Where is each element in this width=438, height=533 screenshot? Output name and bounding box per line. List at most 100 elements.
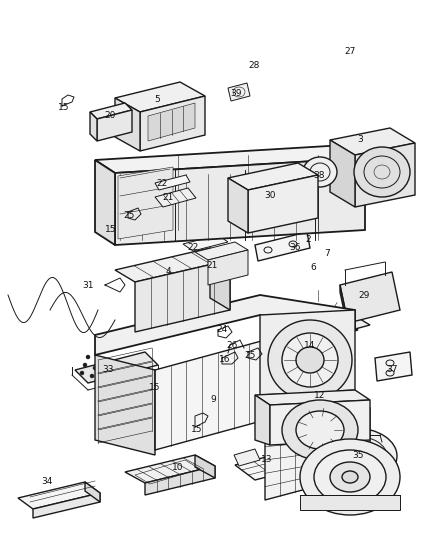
Polygon shape <box>300 495 400 510</box>
Polygon shape <box>210 248 230 310</box>
Polygon shape <box>265 400 340 500</box>
Text: 25: 25 <box>244 351 256 359</box>
Ellipse shape <box>296 347 324 373</box>
Polygon shape <box>90 112 97 141</box>
Polygon shape <box>260 310 355 395</box>
Polygon shape <box>75 352 158 383</box>
Ellipse shape <box>86 355 90 359</box>
Text: 16: 16 <box>219 356 231 365</box>
Ellipse shape <box>268 320 352 400</box>
Text: 35: 35 <box>352 450 364 459</box>
Polygon shape <box>33 493 100 518</box>
Text: 6: 6 <box>310 263 316 272</box>
Polygon shape <box>97 110 132 141</box>
Polygon shape <box>195 242 248 260</box>
Text: 15: 15 <box>149 384 161 392</box>
Ellipse shape <box>300 439 400 515</box>
Polygon shape <box>234 449 260 466</box>
Ellipse shape <box>96 358 100 362</box>
Text: 29: 29 <box>358 290 370 300</box>
Ellipse shape <box>106 361 110 365</box>
Text: 10: 10 <box>172 464 184 472</box>
Polygon shape <box>115 82 205 112</box>
Ellipse shape <box>116 364 120 368</box>
Ellipse shape <box>136 370 140 374</box>
Text: 33: 33 <box>102 366 114 375</box>
Polygon shape <box>115 248 230 282</box>
Text: 3: 3 <box>357 135 363 144</box>
Polygon shape <box>18 482 100 509</box>
Text: 24: 24 <box>216 326 228 335</box>
Polygon shape <box>255 232 310 261</box>
Text: 20: 20 <box>104 110 116 119</box>
Text: 38: 38 <box>313 171 325 180</box>
Polygon shape <box>330 140 355 207</box>
Polygon shape <box>95 295 355 355</box>
Ellipse shape <box>123 375 127 379</box>
Polygon shape <box>340 272 400 323</box>
Polygon shape <box>255 390 370 405</box>
Polygon shape <box>125 455 215 483</box>
Polygon shape <box>95 145 365 173</box>
Polygon shape <box>210 392 228 414</box>
Ellipse shape <box>110 380 114 384</box>
Polygon shape <box>270 400 370 445</box>
Ellipse shape <box>100 377 104 381</box>
Text: 5: 5 <box>154 95 160 104</box>
Ellipse shape <box>282 333 338 387</box>
Polygon shape <box>95 160 115 245</box>
Polygon shape <box>183 235 228 251</box>
Polygon shape <box>340 400 370 488</box>
Polygon shape <box>340 285 348 330</box>
Text: 25: 25 <box>124 211 135 220</box>
Polygon shape <box>270 310 370 345</box>
Text: 22: 22 <box>187 244 198 253</box>
Text: 12: 12 <box>314 391 326 400</box>
Ellipse shape <box>133 378 137 382</box>
Ellipse shape <box>296 411 344 449</box>
Polygon shape <box>115 98 140 151</box>
Polygon shape <box>155 175 190 190</box>
Polygon shape <box>265 400 370 428</box>
Text: 14: 14 <box>304 341 316 350</box>
Polygon shape <box>255 395 270 445</box>
Ellipse shape <box>313 428 397 484</box>
Ellipse shape <box>113 372 117 376</box>
Text: 15: 15 <box>191 425 203 434</box>
Ellipse shape <box>80 371 84 375</box>
Polygon shape <box>148 103 195 141</box>
Polygon shape <box>228 83 250 101</box>
Polygon shape <box>355 143 415 207</box>
Ellipse shape <box>83 363 87 367</box>
Polygon shape <box>85 482 100 502</box>
Polygon shape <box>95 355 155 455</box>
Polygon shape <box>135 260 230 332</box>
Ellipse shape <box>354 147 410 197</box>
Polygon shape <box>145 466 215 495</box>
Text: 13: 13 <box>261 456 273 464</box>
Text: 22: 22 <box>156 179 168 188</box>
Text: 31: 31 <box>82 280 94 289</box>
Ellipse shape <box>342 471 358 483</box>
Text: 37: 37 <box>386 366 398 375</box>
Polygon shape <box>228 163 318 190</box>
Polygon shape <box>90 103 132 119</box>
Polygon shape <box>248 175 318 233</box>
Ellipse shape <box>126 367 130 371</box>
Ellipse shape <box>90 374 94 378</box>
Text: 26: 26 <box>226 341 238 350</box>
Text: 2: 2 <box>305 236 311 245</box>
Polygon shape <box>330 128 415 155</box>
Text: 39: 39 <box>230 88 242 98</box>
Text: 21: 21 <box>162 193 174 203</box>
Text: 4: 4 <box>165 268 171 277</box>
Polygon shape <box>235 447 325 480</box>
Text: 36: 36 <box>289 243 301 252</box>
Polygon shape <box>115 158 365 245</box>
Polygon shape <box>118 167 173 239</box>
Polygon shape <box>285 318 358 347</box>
Ellipse shape <box>282 400 358 460</box>
Text: 30: 30 <box>264 190 276 199</box>
Text: 34: 34 <box>41 477 53 486</box>
Polygon shape <box>140 392 228 419</box>
